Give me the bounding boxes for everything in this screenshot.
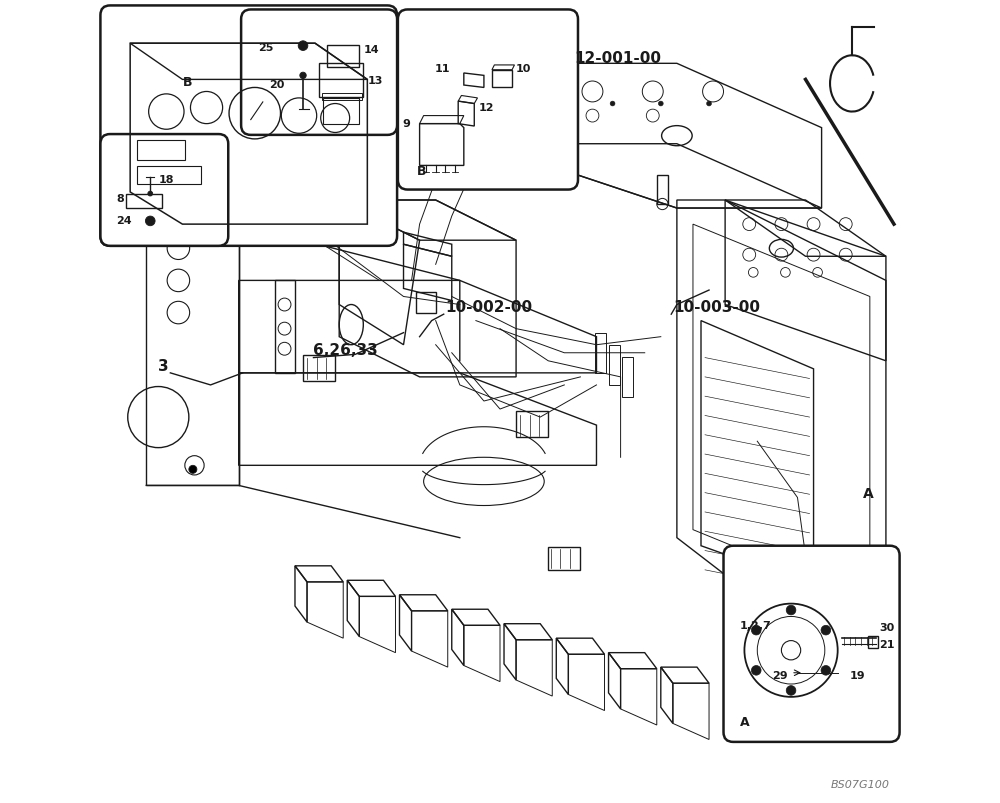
Bar xyxy=(303,356,335,381)
Circle shape xyxy=(298,42,308,51)
Text: 1,2,7: 1,2,7 xyxy=(740,620,771,630)
Text: BS07G100: BS07G100 xyxy=(831,779,890,789)
Bar xyxy=(516,412,548,438)
Bar xyxy=(327,46,359,68)
Text: 21: 21 xyxy=(879,639,895,649)
FancyBboxPatch shape xyxy=(100,6,397,247)
Circle shape xyxy=(751,626,761,635)
Bar xyxy=(609,345,620,385)
Text: 11: 11 xyxy=(435,64,450,74)
Bar xyxy=(868,636,878,648)
Text: 10-002-00: 10-002-00 xyxy=(445,300,532,315)
Text: 10: 10 xyxy=(516,64,531,74)
Text: 13: 13 xyxy=(367,76,383,86)
FancyBboxPatch shape xyxy=(398,10,578,190)
Text: A: A xyxy=(863,487,874,501)
Text: 20: 20 xyxy=(269,80,285,90)
Circle shape xyxy=(786,605,796,615)
Text: B: B xyxy=(416,165,426,178)
FancyBboxPatch shape xyxy=(241,10,397,136)
Circle shape xyxy=(514,102,518,107)
Bar xyxy=(126,194,162,209)
Text: 24: 24 xyxy=(116,216,132,226)
Text: 12-001-00: 12-001-00 xyxy=(574,51,661,66)
Bar xyxy=(319,64,363,98)
Circle shape xyxy=(145,217,155,226)
Circle shape xyxy=(148,192,153,197)
Bar xyxy=(416,293,436,313)
Text: 12: 12 xyxy=(479,103,495,112)
Text: 8: 8 xyxy=(116,194,124,203)
Circle shape xyxy=(707,102,711,107)
Circle shape xyxy=(562,102,567,107)
Text: A: A xyxy=(740,715,749,728)
Text: 10-003-00: 10-003-00 xyxy=(673,300,760,315)
Text: 14: 14 xyxy=(363,45,379,55)
Bar xyxy=(322,94,362,100)
Text: 25: 25 xyxy=(258,43,273,52)
Bar xyxy=(137,167,201,185)
Circle shape xyxy=(821,666,831,675)
Bar xyxy=(323,99,359,124)
Circle shape xyxy=(821,626,831,635)
Text: 18: 18 xyxy=(158,174,174,184)
Circle shape xyxy=(658,102,663,107)
Text: B: B xyxy=(182,76,192,89)
Circle shape xyxy=(751,666,761,675)
Circle shape xyxy=(300,73,306,79)
FancyBboxPatch shape xyxy=(724,546,900,742)
Text: 30: 30 xyxy=(879,622,895,632)
Text: 9: 9 xyxy=(402,119,410,128)
Bar xyxy=(548,548,580,570)
Bar xyxy=(595,333,606,373)
Circle shape xyxy=(786,686,796,695)
Text: 6,26,33: 6,26,33 xyxy=(313,343,378,358)
Bar xyxy=(657,176,668,205)
Text: 29: 29 xyxy=(772,671,787,680)
Circle shape xyxy=(189,466,197,474)
Bar xyxy=(622,357,633,397)
FancyBboxPatch shape xyxy=(100,135,228,247)
Circle shape xyxy=(610,102,615,107)
Bar xyxy=(137,141,185,161)
Text: 19: 19 xyxy=(850,671,865,680)
Text: 3: 3 xyxy=(158,359,169,374)
